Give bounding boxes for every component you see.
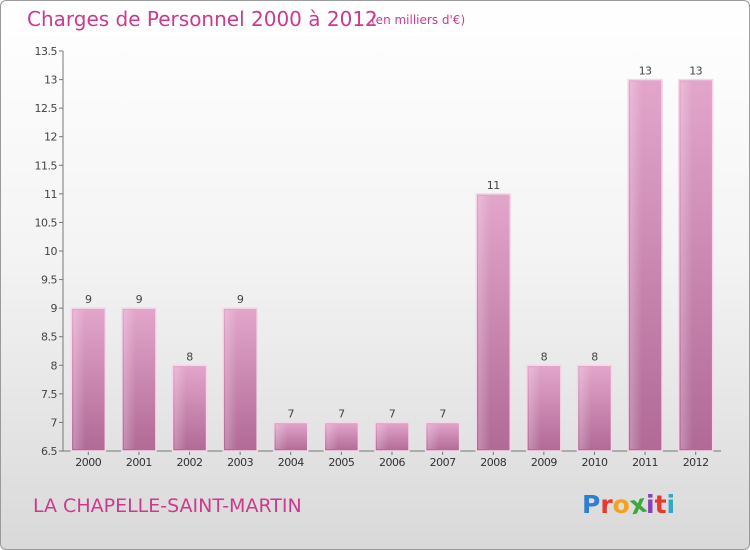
bar-highlight bbox=[680, 81, 693, 450]
y-tick-label: 13.5 bbox=[35, 45, 58, 58]
logo-letter: i bbox=[646, 490, 655, 519]
bar bbox=[526, 364, 562, 452]
bar bbox=[424, 421, 461, 452]
bars bbox=[70, 78, 714, 452]
bar-value-label: 7 bbox=[439, 407, 446, 420]
bar bbox=[222, 307, 258, 452]
y-tick-label: 12 bbox=[44, 131, 57, 144]
bar-highlight bbox=[377, 424, 389, 449]
proxiti-logo: Proxiti bbox=[582, 489, 676, 521]
bar bbox=[121, 307, 157, 452]
town-name: LA CHAPELLE-SAINT-MARTIN bbox=[33, 495, 302, 517]
bar-highlight bbox=[225, 310, 238, 449]
x-tick-label: 2010 bbox=[581, 456, 607, 469]
x-tick-label: 2000 bbox=[75, 456, 101, 469]
bar-value-label: 8 bbox=[541, 350, 548, 363]
bar-value-label: 9 bbox=[85, 293, 92, 306]
bar bbox=[475, 193, 511, 452]
x-tick-label: 2012 bbox=[683, 456, 709, 469]
y-tick-label: 12.5 bbox=[35, 102, 58, 115]
logo-letter: t bbox=[654, 490, 667, 519]
bar bbox=[70, 307, 107, 452]
bar bbox=[323, 421, 360, 452]
bar-value-label: 8 bbox=[186, 350, 193, 363]
x-tick-label: 2003 bbox=[227, 456, 253, 469]
y-tick-label: 13 bbox=[44, 74, 57, 87]
y-tick-label: 7 bbox=[51, 416, 58, 429]
x-tick-label: 2002 bbox=[177, 456, 203, 469]
y-tick-label: 11 bbox=[44, 188, 57, 201]
logo-letter: r bbox=[600, 490, 613, 519]
bar-value-label: 9 bbox=[237, 293, 244, 306]
y-tick-label: 11.5 bbox=[35, 159, 58, 172]
bar-highlight bbox=[528, 367, 541, 449]
y-tick-label: 9.5 bbox=[41, 274, 57, 287]
bar-highlight bbox=[123, 310, 136, 449]
y-tick-label: 6.5 bbox=[41, 445, 57, 458]
bar-highlight bbox=[326, 424, 339, 449]
y-tick-label: 10.5 bbox=[35, 216, 58, 229]
bar-value-label: 11 bbox=[487, 179, 500, 192]
y-tick-label: 9 bbox=[51, 302, 58, 315]
y-tick-label: 8 bbox=[51, 359, 58, 372]
chart-title: Charges de Personnel 2000 à 2012 bbox=[27, 7, 378, 31]
bar-highlight bbox=[275, 424, 288, 449]
bar bbox=[627, 78, 663, 452]
labels: 9 2000 9 2001 8 2002 9 2003 7 2004 7 2005 7 2006 7 2007… bbox=[75, 65, 709, 469]
x-tick-label: 2006 bbox=[379, 456, 405, 469]
x-tick-label: 2001 bbox=[126, 456, 152, 469]
bar bbox=[576, 364, 613, 452]
x-tick-label: 2007 bbox=[430, 456, 456, 469]
bar bbox=[374, 421, 410, 452]
y-tick-label: 7.5 bbox=[41, 388, 57, 401]
x-tick-label: 2004 bbox=[278, 456, 304, 469]
bar bbox=[273, 421, 309, 452]
bar bbox=[171, 364, 208, 452]
bar-highlight bbox=[73, 310, 86, 449]
bar bbox=[677, 78, 714, 452]
bar-value-label: 7 bbox=[389, 407, 396, 420]
logo-letter: o bbox=[612, 490, 630, 519]
y-tick-label: 8.5 bbox=[41, 331, 57, 344]
bar-value-label: 8 bbox=[591, 350, 598, 363]
bar-value-label: 13 bbox=[639, 65, 652, 78]
x-tick-label: 2011 bbox=[632, 456, 658, 469]
unit-note: (en milliers d'€) bbox=[371, 13, 466, 27]
x-tick-label: 2008 bbox=[480, 456, 506, 469]
bar-value-label: 7 bbox=[288, 407, 295, 420]
bar-value-label: 9 bbox=[136, 293, 143, 306]
bar-highlight bbox=[174, 367, 187, 449]
bar-highlight bbox=[427, 424, 440, 449]
x-tick-label: 2009 bbox=[531, 456, 557, 469]
x-tick-label: 2005 bbox=[328, 456, 354, 469]
bar-value-label: 7 bbox=[338, 407, 345, 420]
bar-highlight bbox=[478, 195, 491, 449]
logo-letter: P bbox=[582, 490, 601, 519]
bar-highlight bbox=[579, 367, 592, 449]
bar-value-label: 13 bbox=[689, 65, 702, 78]
logo-letter: i bbox=[666, 490, 676, 519]
bar-highlight bbox=[630, 81, 642, 450]
y-tick-label: 10 bbox=[44, 245, 57, 258]
